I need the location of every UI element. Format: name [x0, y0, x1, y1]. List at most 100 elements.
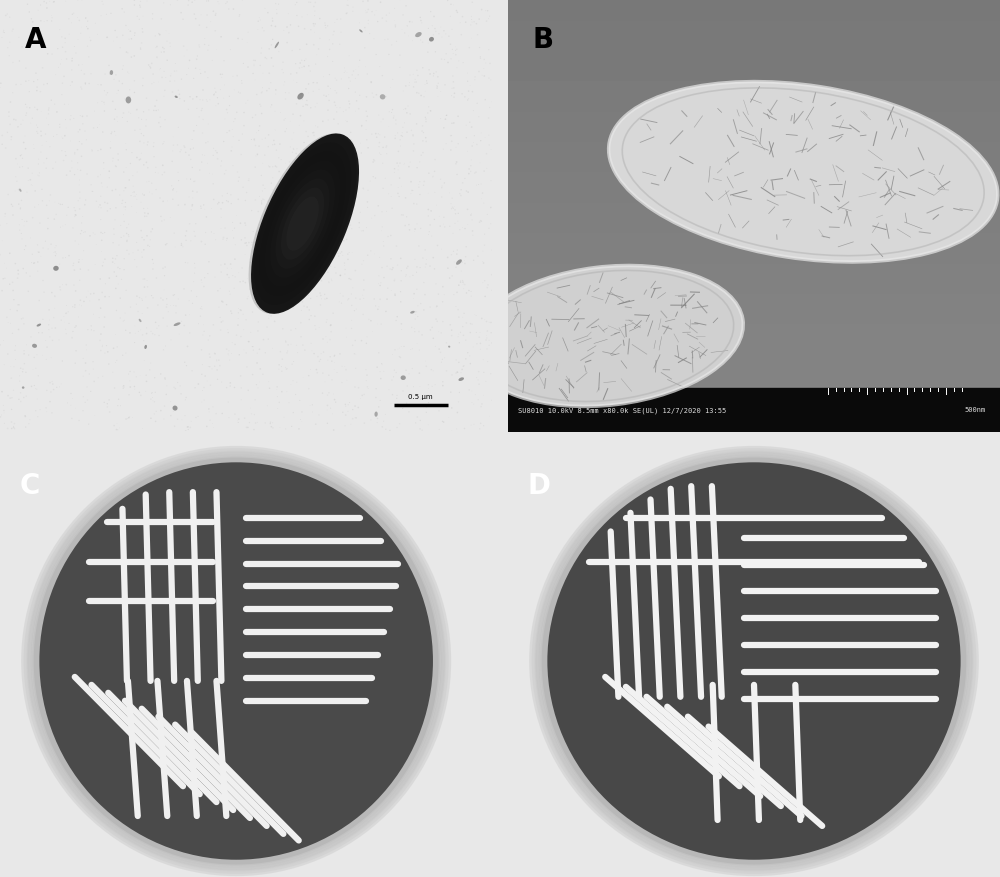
- Point: [272, 346, 288, 360]
- Point: [29, 81, 45, 95]
- Point: [101, 272, 117, 286]
- Point: [94, 0, 110, 10]
- Point: [116, 201, 132, 215]
- Point: [129, 193, 145, 207]
- Point: [245, 225, 261, 239]
- Point: [381, 120, 397, 134]
- Point: [471, 13, 487, 27]
- Point: [116, 379, 132, 393]
- Point: [285, 406, 301, 420]
- Point: [78, 364, 94, 378]
- Point: [275, 323, 291, 337]
- Point: [300, 144, 316, 158]
- Point: [44, 334, 60, 348]
- Point: [447, 203, 463, 217]
- Point: [2, 278, 18, 292]
- Point: [44, 48, 60, 62]
- Point: [332, 247, 348, 261]
- Point: [402, 156, 418, 170]
- Point: [412, 156, 428, 170]
- Point: [132, 124, 148, 138]
- Point: [115, 315, 131, 329]
- Point: [475, 389, 491, 403]
- Point: [79, 40, 95, 54]
- Point: [301, 382, 317, 396]
- Point: [163, 299, 179, 313]
- Point: [210, 373, 226, 387]
- Point: [468, 326, 484, 340]
- Point: [263, 177, 279, 191]
- Point: [183, 143, 199, 157]
- Point: [434, 31, 450, 45]
- Point: [90, 78, 106, 92]
- Point: [313, 250, 329, 264]
- Point: [149, 52, 165, 66]
- Point: [202, 330, 218, 344]
- Point: [387, 19, 403, 33]
- Point: [213, 68, 229, 82]
- Point: [263, 39, 279, 53]
- Point: [392, 61, 408, 75]
- Point: [196, 394, 212, 408]
- Point: [130, 305, 146, 319]
- Point: [467, 74, 483, 88]
- Point: [247, 194, 263, 208]
- Point: [156, 43, 172, 57]
- Point: [322, 350, 338, 364]
- Point: [291, 423, 307, 437]
- Point: [172, 380, 188, 394]
- Point: [484, 337, 500, 351]
- Point: [467, 167, 483, 181]
- Point: [389, 421, 405, 435]
- Point: [16, 317, 32, 332]
- Point: [233, 233, 249, 247]
- Point: [141, 103, 157, 118]
- Point: [366, 247, 382, 261]
- Point: [155, 262, 171, 276]
- Point: [65, 260, 81, 274]
- Point: [384, 263, 400, 277]
- Point: [20, 0, 36, 12]
- Point: [390, 343, 406, 357]
- Point: [47, 302, 63, 316]
- Point: [470, 374, 486, 388]
- Point: [127, 29, 143, 43]
- Point: [156, 412, 172, 426]
- Point: [461, 41, 477, 55]
- Point: [257, 3, 273, 17]
- Point: [341, 95, 357, 109]
- Point: [107, 103, 123, 118]
- Point: [407, 74, 423, 88]
- Ellipse shape: [251, 134, 359, 315]
- Point: [394, 126, 410, 140]
- Point: [126, 380, 142, 394]
- Point: [428, 66, 444, 80]
- Point: [425, 171, 441, 185]
- Point: [399, 126, 415, 140]
- Point: [430, 71, 446, 85]
- Point: [149, 94, 165, 108]
- Point: [157, 400, 173, 414]
- Point: [106, 113, 122, 127]
- Point: [307, 212, 323, 226]
- Point: [139, 230, 155, 244]
- Point: [249, 416, 265, 430]
- Point: [285, 146, 301, 160]
- Point: [205, 177, 221, 191]
- Point: [0, 417, 12, 431]
- Point: [409, 337, 425, 351]
- Point: [20, 285, 36, 299]
- Point: [480, 355, 496, 369]
- Point: [0, 389, 16, 403]
- Point: [322, 247, 338, 261]
- Point: [157, 269, 173, 283]
- Point: [143, 325, 159, 339]
- Point: [297, 275, 313, 289]
- Point: [473, 178, 489, 192]
- Point: [197, 369, 213, 383]
- Point: [84, 185, 100, 199]
- Point: [145, 257, 161, 271]
- Point: [145, 263, 161, 277]
- Point: [2, 36, 18, 50]
- Point: [448, 353, 464, 367]
